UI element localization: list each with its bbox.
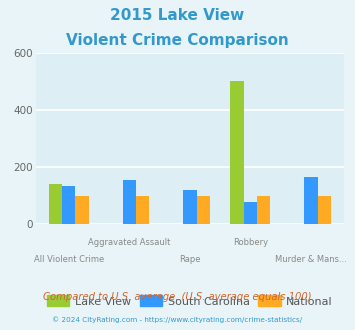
Bar	[49, 184, 62, 224]
Text: Violent Crime Comparison: Violent Crime Comparison	[66, 33, 289, 48]
Bar	[318, 196, 331, 224]
Text: Aggravated Assault: Aggravated Assault	[88, 238, 170, 247]
Text: © 2024 CityRating.com - https://www.cityrating.com/crime-statistics/: © 2024 CityRating.com - https://www.city…	[53, 317, 302, 323]
Bar	[230, 82, 244, 224]
Bar	[183, 190, 197, 224]
Text: Murder & Mans...: Murder & Mans...	[275, 255, 347, 264]
Text: Rape: Rape	[179, 255, 201, 264]
Text: Robbery: Robbery	[233, 238, 268, 247]
Text: 2015 Lake View: 2015 Lake View	[110, 8, 245, 23]
Bar	[197, 196, 210, 224]
Bar	[136, 196, 149, 224]
Bar	[123, 180, 136, 224]
Bar	[304, 177, 318, 224]
Bar	[62, 186, 76, 224]
Text: Compared to U.S. average. (U.S. average equals 100): Compared to U.S. average. (U.S. average …	[43, 292, 312, 302]
Legend: Lake View, South Carolina, National: Lake View, South Carolina, National	[44, 292, 336, 310]
Bar	[76, 196, 89, 224]
Text: All Violent Crime: All Violent Crime	[34, 255, 104, 264]
Bar	[257, 196, 271, 224]
Bar	[244, 202, 257, 224]
